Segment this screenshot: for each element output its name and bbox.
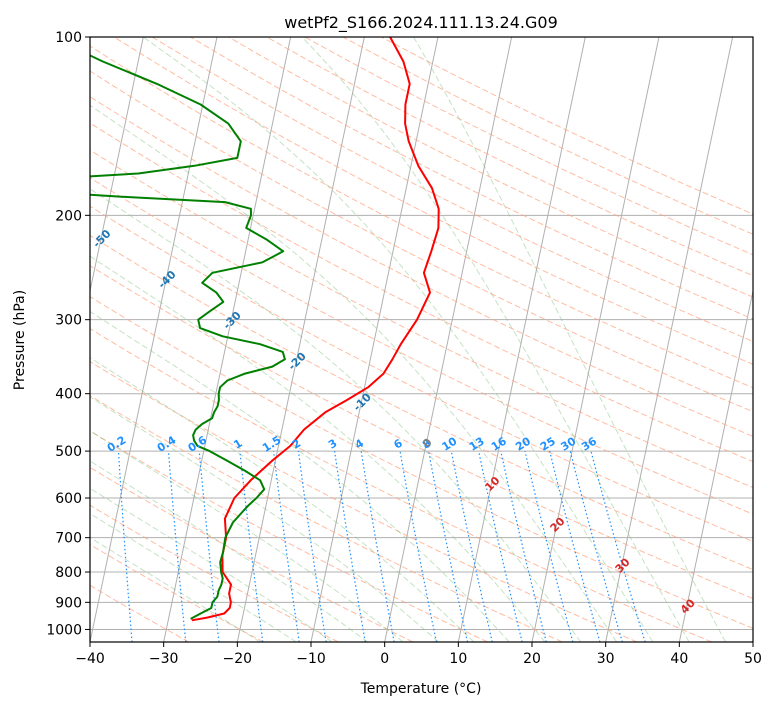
- moist-adiabat: [90, 188, 582, 642]
- dry-adiabat: [90, 328, 712, 642]
- y-tick-label: 300: [55, 313, 82, 329]
- dry-adiabat: [190, 37, 753, 320]
- x-tick-label: −20: [223, 651, 253, 667]
- y-tick-label: 500: [55, 444, 82, 460]
- x-tick-label: 20: [523, 651, 541, 667]
- mixing-ratio-line: [399, 451, 437, 642]
- x-tick-label: 30: [597, 651, 615, 667]
- x-tick-label: 40: [670, 651, 688, 667]
- isotherm-line: [236, 37, 365, 642]
- y-tick-label: 600: [55, 491, 82, 507]
- mixing-ratio-line: [549, 450, 601, 642]
- chart-title: wetPf2_S166.2024.111.13.24.G09: [284, 13, 558, 33]
- moist-adiabat: [413, 37, 727, 642]
- moist-adiabat: [90, 396, 439, 642]
- moist-adiabat: [90, 430, 404, 642]
- moist-adiabat: [90, 460, 368, 642]
- moist-adiabat: [90, 255, 546, 642]
- dry-adiabat: [90, 395, 563, 642]
- mixing-ratio-line: [478, 450, 523, 642]
- moist-adiabat: [142, 37, 654, 642]
- axes: −40 −30 −20 −10 0 10 20 30 40 50 100 200 300 400 500 60…: [46, 30, 762, 667]
- dry-adiabat: [90, 96, 753, 437]
- dry-adiabat: [151, 37, 753, 342]
- y-tick-label: 100: [55, 30, 82, 46]
- dewpoint-profile-line: [90, 54, 286, 620]
- mixing-ratio-line: [297, 451, 327, 642]
- dry-adiabat: [90, 234, 753, 571]
- x-tick-label: 10: [449, 651, 467, 667]
- dry-adiabat: [90, 149, 753, 489]
- y-axis-label: Pressure (hPa): [12, 290, 28, 390]
- isotherm-line: [678, 288, 753, 642]
- isotherm-line: [531, 37, 660, 642]
- isotherm-line: [457, 37, 586, 642]
- dry-adiabat: [228, 37, 753, 298]
- y-tick-label: 1000: [46, 622, 82, 638]
- mixing-ratio-line: [198, 451, 220, 642]
- moist-adiabat: [90, 310, 510, 642]
- mixing-ratio-line: [239, 451, 264, 642]
- x-tick-label: 0: [380, 651, 389, 667]
- dry-adiabat: [90, 466, 414, 642]
- mixing-ratio-line: [500, 450, 547, 642]
- dry-adiabat: [90, 584, 190, 642]
- moist-adiabat: [301, 37, 690, 642]
- dry-adiabat: [90, 45, 753, 389]
- y-tick-label: 900: [55, 595, 82, 611]
- isotherm-line: [90, 37, 218, 642]
- plot-frame: [89, 36, 754, 643]
- dry-adiabat: [90, 504, 339, 642]
- dry-adiabat: [90, 205, 753, 543]
- mixing-ratio-line: [167, 451, 187, 642]
- isotherm-line: [384, 37, 513, 642]
- x-tick-label: −30: [149, 651, 179, 667]
- mixing-ratio-line: [590, 450, 646, 642]
- dry-adiabat: [90, 265, 753, 600]
- dry-adiabat: [90, 296, 753, 629]
- x-tick-label: −10: [296, 651, 326, 667]
- isotherm-line: [163, 37, 292, 642]
- x-tick-label: 50: [744, 651, 762, 667]
- y-tick-label: 700: [55, 531, 82, 547]
- x-axis-label: Temperature (°C): [360, 681, 482, 697]
- temperature-profile-line: [191, 37, 440, 622]
- mixing-ratio-line: [273, 451, 300, 642]
- isotherm-line: [310, 37, 439, 642]
- isotherm-line: [90, 37, 144, 294]
- mixing-ratio-line: [524, 450, 574, 642]
- y-tick-label: 800: [55, 565, 82, 581]
- moist-adiabat: [90, 104, 618, 642]
- y-tick-label: 200: [55, 208, 82, 224]
- y-tick-label: 400: [55, 387, 82, 403]
- mixing-ratio-line: [569, 450, 623, 642]
- dry-adiabat: [90, 361, 638, 642]
- mixing-ratio-line: [428, 450, 469, 642]
- x-tick-label: −40: [75, 651, 105, 667]
- dry-adiabat: [90, 177, 753, 515]
- isotherm-line: [605, 37, 734, 642]
- moist-adiabat: [90, 487, 333, 642]
- plot-area: [90, 37, 753, 642]
- mixing-ratio-line: [450, 450, 493, 642]
